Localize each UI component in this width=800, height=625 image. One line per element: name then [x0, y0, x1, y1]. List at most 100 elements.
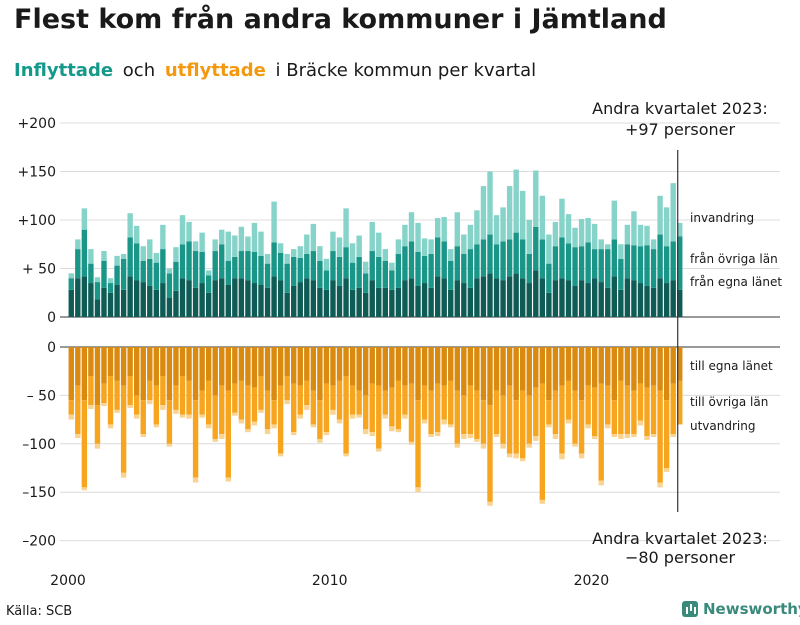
bar-segment-out — [493, 390, 500, 435]
bar-segment-out — [127, 405, 133, 408]
bar-segment-out — [663, 347, 670, 401]
bar-segment-out — [618, 434, 624, 439]
bar-segment-out — [336, 380, 343, 420]
bar-segment-out — [114, 347, 120, 381]
bar-segment-out — [402, 414, 408, 419]
chart-title: Flest kom från andra kommuner i Jämtland — [14, 4, 667, 35]
bar-segment-in — [140, 282, 146, 317]
bar-segment-in — [81, 208, 88, 230]
bar-segment-in — [461, 234, 467, 254]
x-tick-label: 2010 — [312, 573, 348, 589]
series-label: från egna länet — [690, 275, 782, 289]
bar-segment-out — [434, 383, 441, 433]
bar-segment-out — [402, 385, 408, 415]
bar-segment-in — [349, 243, 356, 263]
bar-segment-in — [271, 276, 277, 317]
bar-segment-out — [88, 405, 94, 409]
bar-segment-in — [474, 210, 480, 245]
bar-segment-in — [520, 190, 526, 240]
bar-segment-out — [205, 347, 212, 381]
bar-segment-out — [520, 347, 526, 391]
bar-segment-in — [598, 249, 604, 283]
bar-segment-out — [147, 400, 153, 405]
bar-segment-in — [173, 261, 179, 291]
bar-segment-in — [120, 258, 127, 290]
bar-segment-in — [323, 258, 330, 271]
bar-segment-in — [644, 225, 650, 246]
bar-segment-in — [343, 278, 349, 317]
bar-segment-in — [140, 260, 146, 283]
bar-segment-out — [520, 458, 526, 462]
bar-segment-out — [572, 443, 578, 447]
bar-segment-out — [304, 347, 310, 381]
bar-segment-in — [264, 287, 271, 317]
bar-segment-out — [559, 347, 565, 386]
bar-segment-out — [467, 434, 474, 438]
bar-segment-out — [650, 385, 657, 435]
bar-segment-in — [369, 280, 375, 317]
bar-segment-out — [271, 400, 277, 425]
bar-segment-in — [68, 289, 74, 317]
bar-segment-in — [513, 273, 519, 317]
bar-segment-in — [382, 249, 389, 261]
bar-segment-in — [585, 218, 591, 243]
bar-segment-in — [133, 225, 140, 244]
bar-segment-out — [467, 347, 474, 386]
bar-segment-out — [506, 453, 513, 458]
bar-segment-in — [304, 278, 310, 317]
bar-segment-in — [591, 278, 598, 317]
bar-segment-out — [611, 400, 618, 435]
bar-segment-out — [245, 429, 251, 433]
bar-segment-in — [428, 253, 434, 288]
bar-segment-out — [533, 387, 539, 437]
bar-segment-in — [330, 280, 336, 317]
bar-segment-in — [552, 280, 559, 317]
bar-segment-in — [232, 235, 238, 257]
bar-segment-in — [605, 287, 611, 317]
bar-segment-out — [637, 347, 644, 384]
y-tick-label: + 50 — [22, 262, 56, 278]
bar-segment-in — [166, 297, 173, 317]
bar-segment-out — [552, 390, 559, 435]
bar-segment-out — [264, 390, 271, 430]
bar-segment-in — [434, 276, 441, 317]
bar-segment-out — [199, 390, 205, 415]
bar-segment-in — [611, 276, 618, 317]
brand-logo: Newsworthy — [682, 600, 800, 618]
bar-segment-in — [310, 251, 317, 281]
bar-segment-in — [219, 244, 225, 279]
bar-segment-out — [526, 347, 532, 396]
bar-segment-out — [428, 347, 434, 391]
bar-segment-in — [199, 283, 205, 317]
bar-segment-out — [441, 419, 447, 425]
annotation-value-bottom: −80 personer — [625, 548, 736, 567]
bar-segment-out — [310, 347, 317, 391]
bar-segment-out — [670, 347, 676, 384]
bar-segment-out — [493, 347, 500, 391]
bar-segment-out — [454, 390, 460, 444]
bar-segment-in — [565, 214, 572, 244]
bar-segment-in — [539, 195, 546, 240]
x-tick-label: 2020 — [574, 573, 610, 589]
bar-segment-in — [304, 234, 310, 254]
bar-segment-out — [650, 434, 657, 438]
newsworthy-icon — [682, 601, 698, 617]
bar-segment-in — [291, 249, 297, 257]
bar-segment-out — [631, 347, 637, 391]
y-tick-label: 0 — [47, 310, 56, 326]
bar-segment-out — [160, 376, 166, 406]
bar-segment-out — [199, 347, 205, 391]
bar-segment-in — [238, 278, 245, 317]
bar-segment-in — [395, 287, 402, 317]
bar-segment-out — [88, 376, 94, 406]
bar-segment-out — [173, 409, 179, 414]
bar-segment-out — [663, 468, 670, 472]
bar-segment-in — [310, 223, 317, 252]
bar-segment-in — [677, 236, 683, 290]
bar-segment-out — [140, 434, 146, 438]
bar-segment-out — [81, 487, 88, 491]
bar-segment-in — [199, 252, 205, 284]
bar-segment-out — [343, 347, 349, 377]
bar-segment-out — [356, 390, 362, 415]
